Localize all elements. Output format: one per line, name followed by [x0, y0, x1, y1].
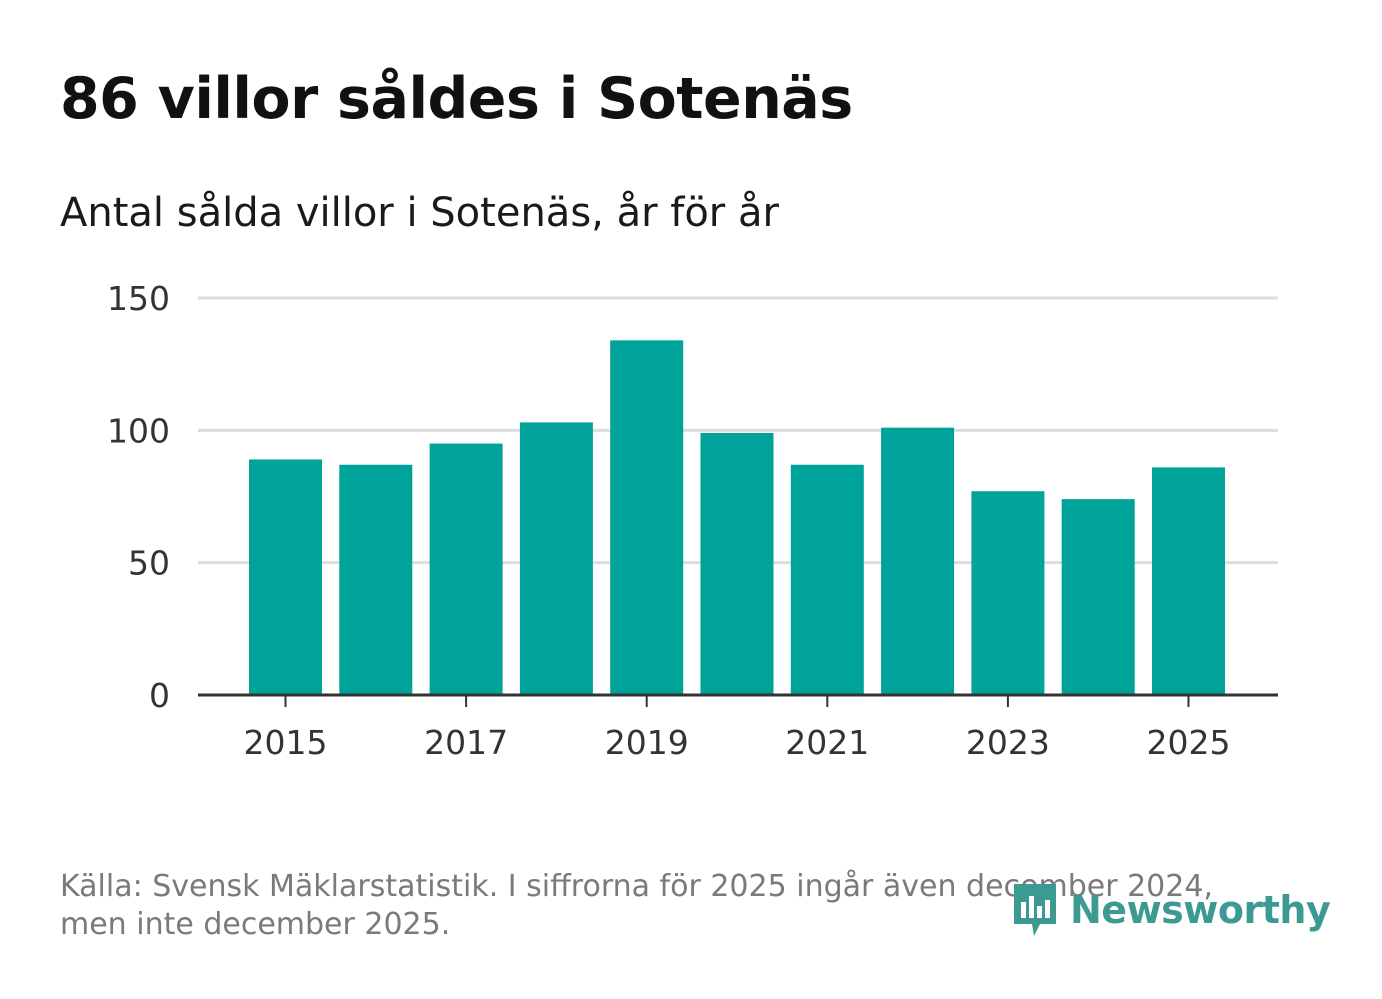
- y-tick-label-100: 100: [107, 411, 170, 450]
- x-tick-label-2019: 2019: [605, 723, 689, 762]
- bars: [249, 340, 1225, 695]
- bar-2020: [700, 432, 774, 695]
- newsworthy-logo: Newsworthy: [1010, 880, 1331, 940]
- x-tick-label-2017: 2017: [424, 723, 508, 762]
- bar-2021: [790, 464, 864, 695]
- newsworthy-chart-icon: [1014, 884, 1056, 936]
- bar-2023: [971, 491, 1045, 695]
- bar-2018: [519, 422, 593, 695]
- y-tick-label-150: 150: [107, 279, 170, 318]
- chart-title: 86 villor såldes i Sotenäs: [60, 66, 853, 132]
- bar-2025: [1152, 467, 1225, 695]
- x-tick-label-2023: 2023: [966, 723, 1050, 762]
- x-tick-label-2015: 2015: [244, 723, 328, 762]
- bar-2019: [610, 340, 684, 695]
- y-tick-label-0: 0: [149, 676, 170, 715]
- x-tick-label-2021: 2021: [785, 723, 869, 762]
- logo-text: Newsworthy: [1070, 888, 1331, 932]
- bar-2024: [1061, 499, 1135, 695]
- bar-2017: [429, 443, 503, 695]
- y-axis-ticks: 0 50 100 150: [107, 279, 170, 715]
- bar-2015: [249, 459, 322, 695]
- y-tick-label-50: 50: [128, 544, 170, 583]
- chart-subtitle: Antal sålda villor i Sotenäs, år för år: [60, 190, 779, 236]
- bar-2016: [339, 464, 413, 695]
- x-tick-label-2025: 2025: [1147, 723, 1231, 762]
- bar-2022: [881, 427, 955, 695]
- x-axis-ticks: 2015 2017 2019 2021 2023 2025: [244, 695, 1231, 762]
